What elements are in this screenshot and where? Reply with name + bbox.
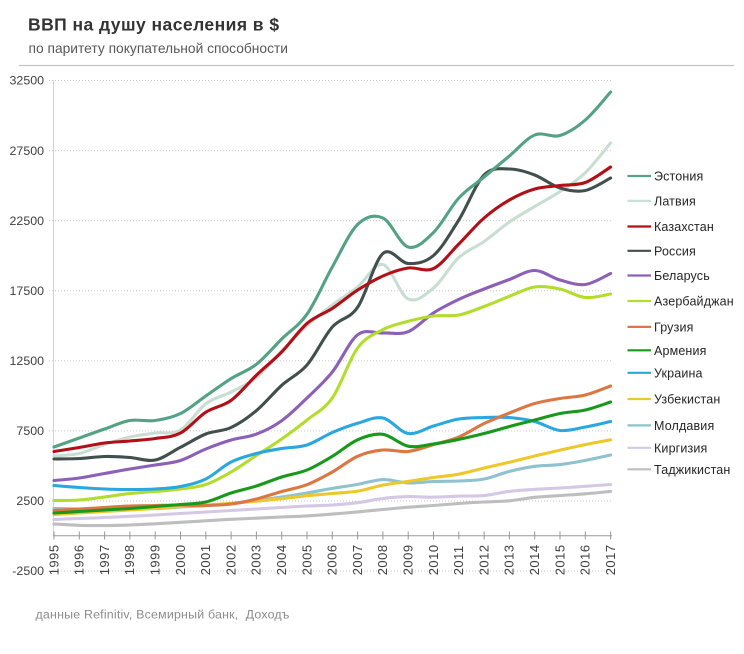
svg-text:Беларусь: Беларусь <box>654 269 710 283</box>
svg-text:7500: 7500 <box>16 424 44 438</box>
svg-text:2016: 2016 <box>578 544 593 575</box>
svg-text:Украина: Украина <box>654 366 703 380</box>
svg-text:17500: 17500 <box>10 284 45 298</box>
svg-text:2015: 2015 <box>552 544 567 575</box>
svg-text:Узбекистан: Узбекистан <box>654 393 720 407</box>
svg-text:по паритету покупательной спос: по паритету покупательной способности <box>29 41 289 56</box>
svg-text:ВВП на душу населения в $: ВВП на душу населения в $ <box>28 15 280 35</box>
svg-text:2500: 2500 <box>16 494 44 508</box>
svg-text:12500: 12500 <box>10 354 45 368</box>
svg-text:Грузия: Грузия <box>654 321 694 335</box>
svg-text:Казахстан: Казахстан <box>654 220 714 234</box>
svg-text:2005: 2005 <box>299 544 314 575</box>
svg-text:Латвия: Латвия <box>654 194 696 208</box>
svg-text:2002: 2002 <box>223 544 238 575</box>
svg-text:Таджикистан: Таджикистан <box>654 463 730 477</box>
svg-text:Армения: Армения <box>654 344 707 358</box>
svg-text:2006: 2006 <box>325 544 340 575</box>
svg-text:2013: 2013 <box>502 544 517 575</box>
svg-text:1997: 1997 <box>97 544 112 575</box>
svg-text:27500: 27500 <box>10 144 45 158</box>
svg-text:1995: 1995 <box>46 544 61 575</box>
svg-text:2014: 2014 <box>527 544 542 575</box>
svg-text:2004: 2004 <box>274 544 289 575</box>
svg-text:2017: 2017 <box>603 544 618 575</box>
svg-text:Молдавия: Молдавия <box>654 419 714 433</box>
svg-text:2010: 2010 <box>426 544 441 575</box>
svg-text:-2500: -2500 <box>12 564 44 578</box>
svg-text:2011: 2011 <box>451 545 466 575</box>
svg-text:2000: 2000 <box>173 544 188 575</box>
svg-text:Киргизия: Киргизия <box>654 441 707 455</box>
svg-text:2012: 2012 <box>476 544 491 575</box>
svg-text:1998: 1998 <box>122 544 137 575</box>
svg-text:1996: 1996 <box>72 544 87 575</box>
svg-text:данные Refinitiv, Всемирный ба: данные Refinitiv, Всемирный банк, Доходъ <box>36 608 290 622</box>
svg-text:2007: 2007 <box>350 544 365 575</box>
svg-text:32500: 32500 <box>10 74 45 88</box>
svg-text:Эстония: Эстония <box>654 170 703 184</box>
svg-text:Россия: Россия <box>654 244 696 258</box>
svg-text:2009: 2009 <box>401 544 416 575</box>
svg-text:Азербайджан: Азербайджан <box>654 295 734 309</box>
svg-text:2001: 2001 <box>198 544 213 575</box>
svg-text:1999: 1999 <box>148 544 163 575</box>
svg-text:2003: 2003 <box>249 544 264 575</box>
svg-text:22500: 22500 <box>10 214 45 228</box>
svg-text:2008: 2008 <box>375 544 390 575</box>
